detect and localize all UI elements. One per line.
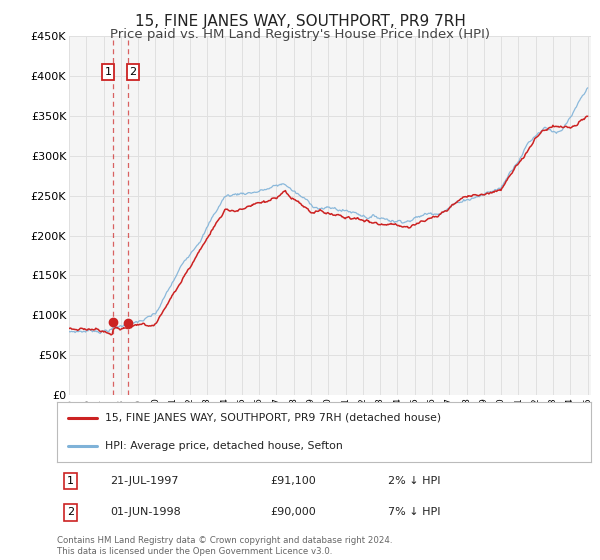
- Text: £90,000: £90,000: [271, 507, 316, 517]
- Text: 15, FINE JANES WAY, SOUTHPORT, PR9 7RH: 15, FINE JANES WAY, SOUTHPORT, PR9 7RH: [134, 14, 466, 29]
- Text: 2% ↓ HPI: 2% ↓ HPI: [388, 476, 440, 486]
- Text: 21-JUL-1997: 21-JUL-1997: [110, 476, 179, 486]
- Text: 15, FINE JANES WAY, SOUTHPORT, PR9 7RH (detached house): 15, FINE JANES WAY, SOUTHPORT, PR9 7RH (…: [105, 413, 441, 423]
- Text: 01-JUN-1998: 01-JUN-1998: [110, 507, 181, 517]
- Text: 1: 1: [104, 67, 112, 77]
- Text: 2: 2: [130, 67, 137, 77]
- Text: 7% ↓ HPI: 7% ↓ HPI: [388, 507, 440, 517]
- Text: 1: 1: [67, 476, 74, 486]
- Text: £91,100: £91,100: [271, 476, 316, 486]
- Text: 2: 2: [67, 507, 74, 517]
- Text: HPI: Average price, detached house, Sefton: HPI: Average price, detached house, Seft…: [105, 441, 343, 451]
- Text: Price paid vs. HM Land Registry's House Price Index (HPI): Price paid vs. HM Land Registry's House …: [110, 28, 490, 41]
- Text: Contains HM Land Registry data © Crown copyright and database right 2024.
This d: Contains HM Land Registry data © Crown c…: [57, 536, 392, 556]
